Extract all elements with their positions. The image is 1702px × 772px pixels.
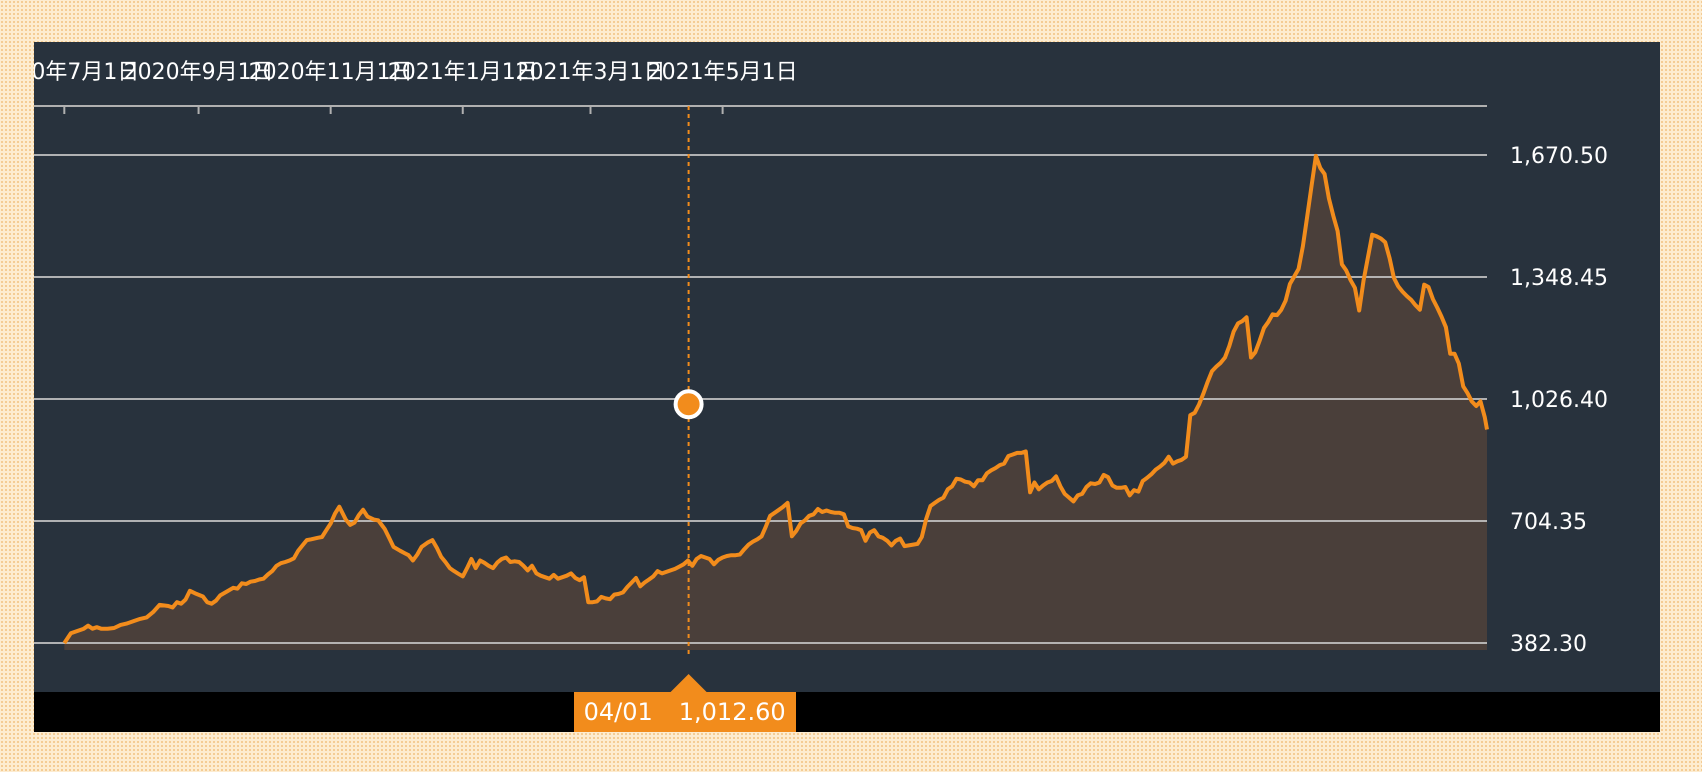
crosshair-layer (670, 106, 707, 692)
price-area-chart[interactable]: 2020年7月1日2020年9月1日2020年11月1日2021年1月1日202… (34, 42, 1660, 732)
x-tick-label-3: 2021年1月1日 (388, 60, 538, 85)
y-tick-label-0: 382.30 (1510, 632, 1587, 657)
hover-marker[interactable] (673, 389, 704, 420)
x-tick-label-5: 2021年5月1日 (648, 60, 798, 85)
series-line (62, 153, 1489, 645)
area-layer (64, 155, 1487, 650)
y-tick-label-1: 704.35 (1510, 510, 1587, 535)
series-area (64, 155, 1487, 650)
tooltip-pointer (670, 674, 707, 692)
x-tick-label-2: 2020年11月1日 (249, 60, 413, 85)
tooltip-value: 1,012.60 (678, 698, 786, 726)
x-tick-label-0: 2020年7月1日 (34, 60, 139, 85)
grid-layer (34, 154, 1487, 644)
chart-panel[interactable]: 2020年7月1日2020年9月1日2020年11月1日2021年1月1日202… (34, 42, 1660, 732)
tooltip-date: 04/01 (583, 698, 653, 726)
tooltip: 04/01 1,012.60 (573, 692, 796, 732)
x-tick-label-1: 2020年9月1日 (124, 60, 274, 85)
x-axis: 2020年7月1日2020年9月1日2020年11月1日2021年1月1日202… (34, 60, 1487, 114)
y-tick-label-4: 1,670.50 (1510, 144, 1608, 169)
x-tick-label-4: 2021年3月1日 (516, 60, 666, 85)
bottom-bar (34, 692, 1660, 732)
y-tick-label-3: 1,348.45 (1510, 266, 1608, 291)
y-axis: 382.30 704.35 1,026.40 1,348.45 1,670.50 (1510, 144, 1608, 657)
line-layer (62, 153, 1489, 645)
y-tick-label-2: 1,026.40 (1510, 388, 1608, 413)
